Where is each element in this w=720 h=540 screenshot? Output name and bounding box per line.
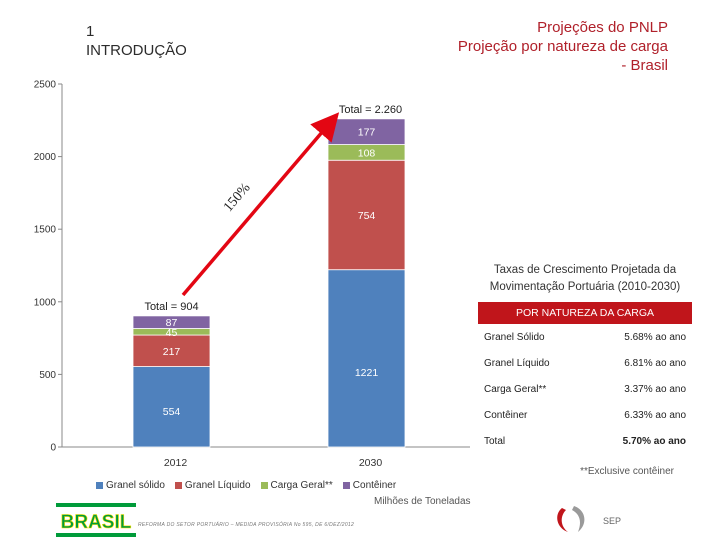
brasil-logo: BRASIL	[56, 503, 136, 537]
bar-value-label: 108	[358, 147, 376, 159]
rates-row-value: 5.70% ao ano	[622, 435, 686, 447]
bar-total-label: Total = 904	[144, 301, 198, 313]
bar-segment	[132, 334, 211, 367]
rates-row-label: Carga Geral**	[484, 383, 547, 395]
y-tick-label: 500	[39, 370, 56, 381]
y-tick-label: 1000	[34, 297, 57, 308]
bar-total-label: Total = 2.260	[339, 104, 402, 116]
legend-item: Granel Líquido	[174, 480, 251, 491]
rates-table-header: POR NATUREZA DA CARGA	[478, 302, 692, 324]
legend-label: Granel Líquido	[184, 480, 251, 491]
x-axis-labels: 2012 2030	[164, 457, 383, 469]
legend-swatch	[174, 482, 182, 489]
x-category-label: 2030	[359, 457, 383, 469]
bar-value-label: 177	[358, 127, 376, 139]
rates-row-label: Contêiner	[484, 409, 528, 421]
slide-title-line-1: Projeções do PNLP	[537, 19, 668, 36]
bar-value-label: 87	[166, 317, 178, 329]
chart-legend: Granel sólido Granel Líquido Carga Geral**…	[96, 480, 396, 491]
slide-title: Projeções do PNLP Projeção por natureza …	[368, 18, 668, 75]
legend-item: Contêiner	[342, 480, 397, 491]
rates-row-label: Total	[484, 435, 506, 447]
brasil-logo-text: BRASIL	[61, 512, 132, 533]
footer-text: REFORMA DO SETOR PORTUÁRIO – MEDIDA PROV…	[138, 522, 355, 528]
legend-label: Granel sólido	[106, 480, 165, 491]
legend-swatch	[260, 482, 268, 489]
slide-title-line-2: Projeção por natureza de carga	[457, 38, 668, 55]
rates-row-value: 6.81% ao ano	[624, 357, 686, 369]
slide-title-line-3: - Brasil	[621, 57, 668, 74]
emblem-left-shape	[557, 508, 568, 532]
rates-heading: Taxas de Crescimento Projetada da Movime…	[489, 264, 681, 293]
growth-percentage-label: 150%	[221, 180, 254, 215]
legend-label: Carga Geral**	[270, 480, 333, 491]
rates-row-value: 5.68% ao ano	[624, 331, 686, 343]
rates-row-label: Granel Líquido	[484, 357, 550, 369]
bar-value-label: 1221	[355, 367, 379, 379]
rates-row-label: Granel Sólido	[484, 331, 545, 343]
bar-segment	[132, 366, 211, 448]
sep-emblem: SEP	[557, 506, 621, 532]
rates-row: Granel Sólido 5.68% ao ano	[478, 324, 692, 350]
x-category-label: 2012	[164, 457, 188, 469]
y-tick-label: 2500	[34, 80, 57, 91]
bar-value-label: 554	[163, 406, 181, 418]
bars	[132, 118, 406, 448]
growth-arrow	[181, 112, 340, 297]
legend-item: Granel sólido	[96, 480, 165, 491]
bar-segment	[327, 159, 406, 271]
emblem-right-shape	[572, 506, 585, 532]
rates-row: Contêiner 6.33% ao ano	[478, 402, 692, 428]
bar-segment	[132, 315, 211, 329]
bar-value-label: 754	[358, 210, 376, 222]
legend-label: Contêiner	[352, 480, 397, 491]
bar-value-label: 217	[163, 346, 181, 358]
section-title: 1 INTRODUÇÃO	[86, 23, 187, 59]
legend-item: Carga Geral**	[260, 480, 333, 491]
rates-footnote: **Exclusive contêiner	[580, 466, 674, 477]
legend-swatch	[96, 482, 103, 489]
bar-value-label: 45	[166, 327, 178, 339]
rates-table: POR NATUREZA DA CARGA Granel Sólido 5.68%…	[478, 302, 692, 454]
rates-row: Carga Geral** 3.37% ao ano	[478, 376, 692, 402]
y-tick-label: 2000	[34, 152, 57, 163]
rates-table-rows: Granel Sólido 5.68% ao ano Granel Líquido 6…	[478, 324, 692, 454]
x-axis-title: Milhões de Toneladas	[374, 496, 471, 507]
growth-annotation-group: 150%	[181, 112, 340, 297]
emblem-text: SEP	[603, 516, 621, 526]
rates-row-value: 6.33% ao ano	[624, 409, 686, 421]
rates-row-value: 3.37% ao ano	[624, 383, 686, 395]
y-tick-label: 1500	[34, 225, 57, 236]
y-tick-label: 0	[50, 443, 56, 454]
legend-swatch	[342, 482, 350, 489]
rates-row: Total 5.70% ao ano	[478, 428, 692, 454]
rates-row: Granel Líquido 6.81% ao ano	[478, 350, 692, 376]
bar-segment	[327, 269, 406, 448]
